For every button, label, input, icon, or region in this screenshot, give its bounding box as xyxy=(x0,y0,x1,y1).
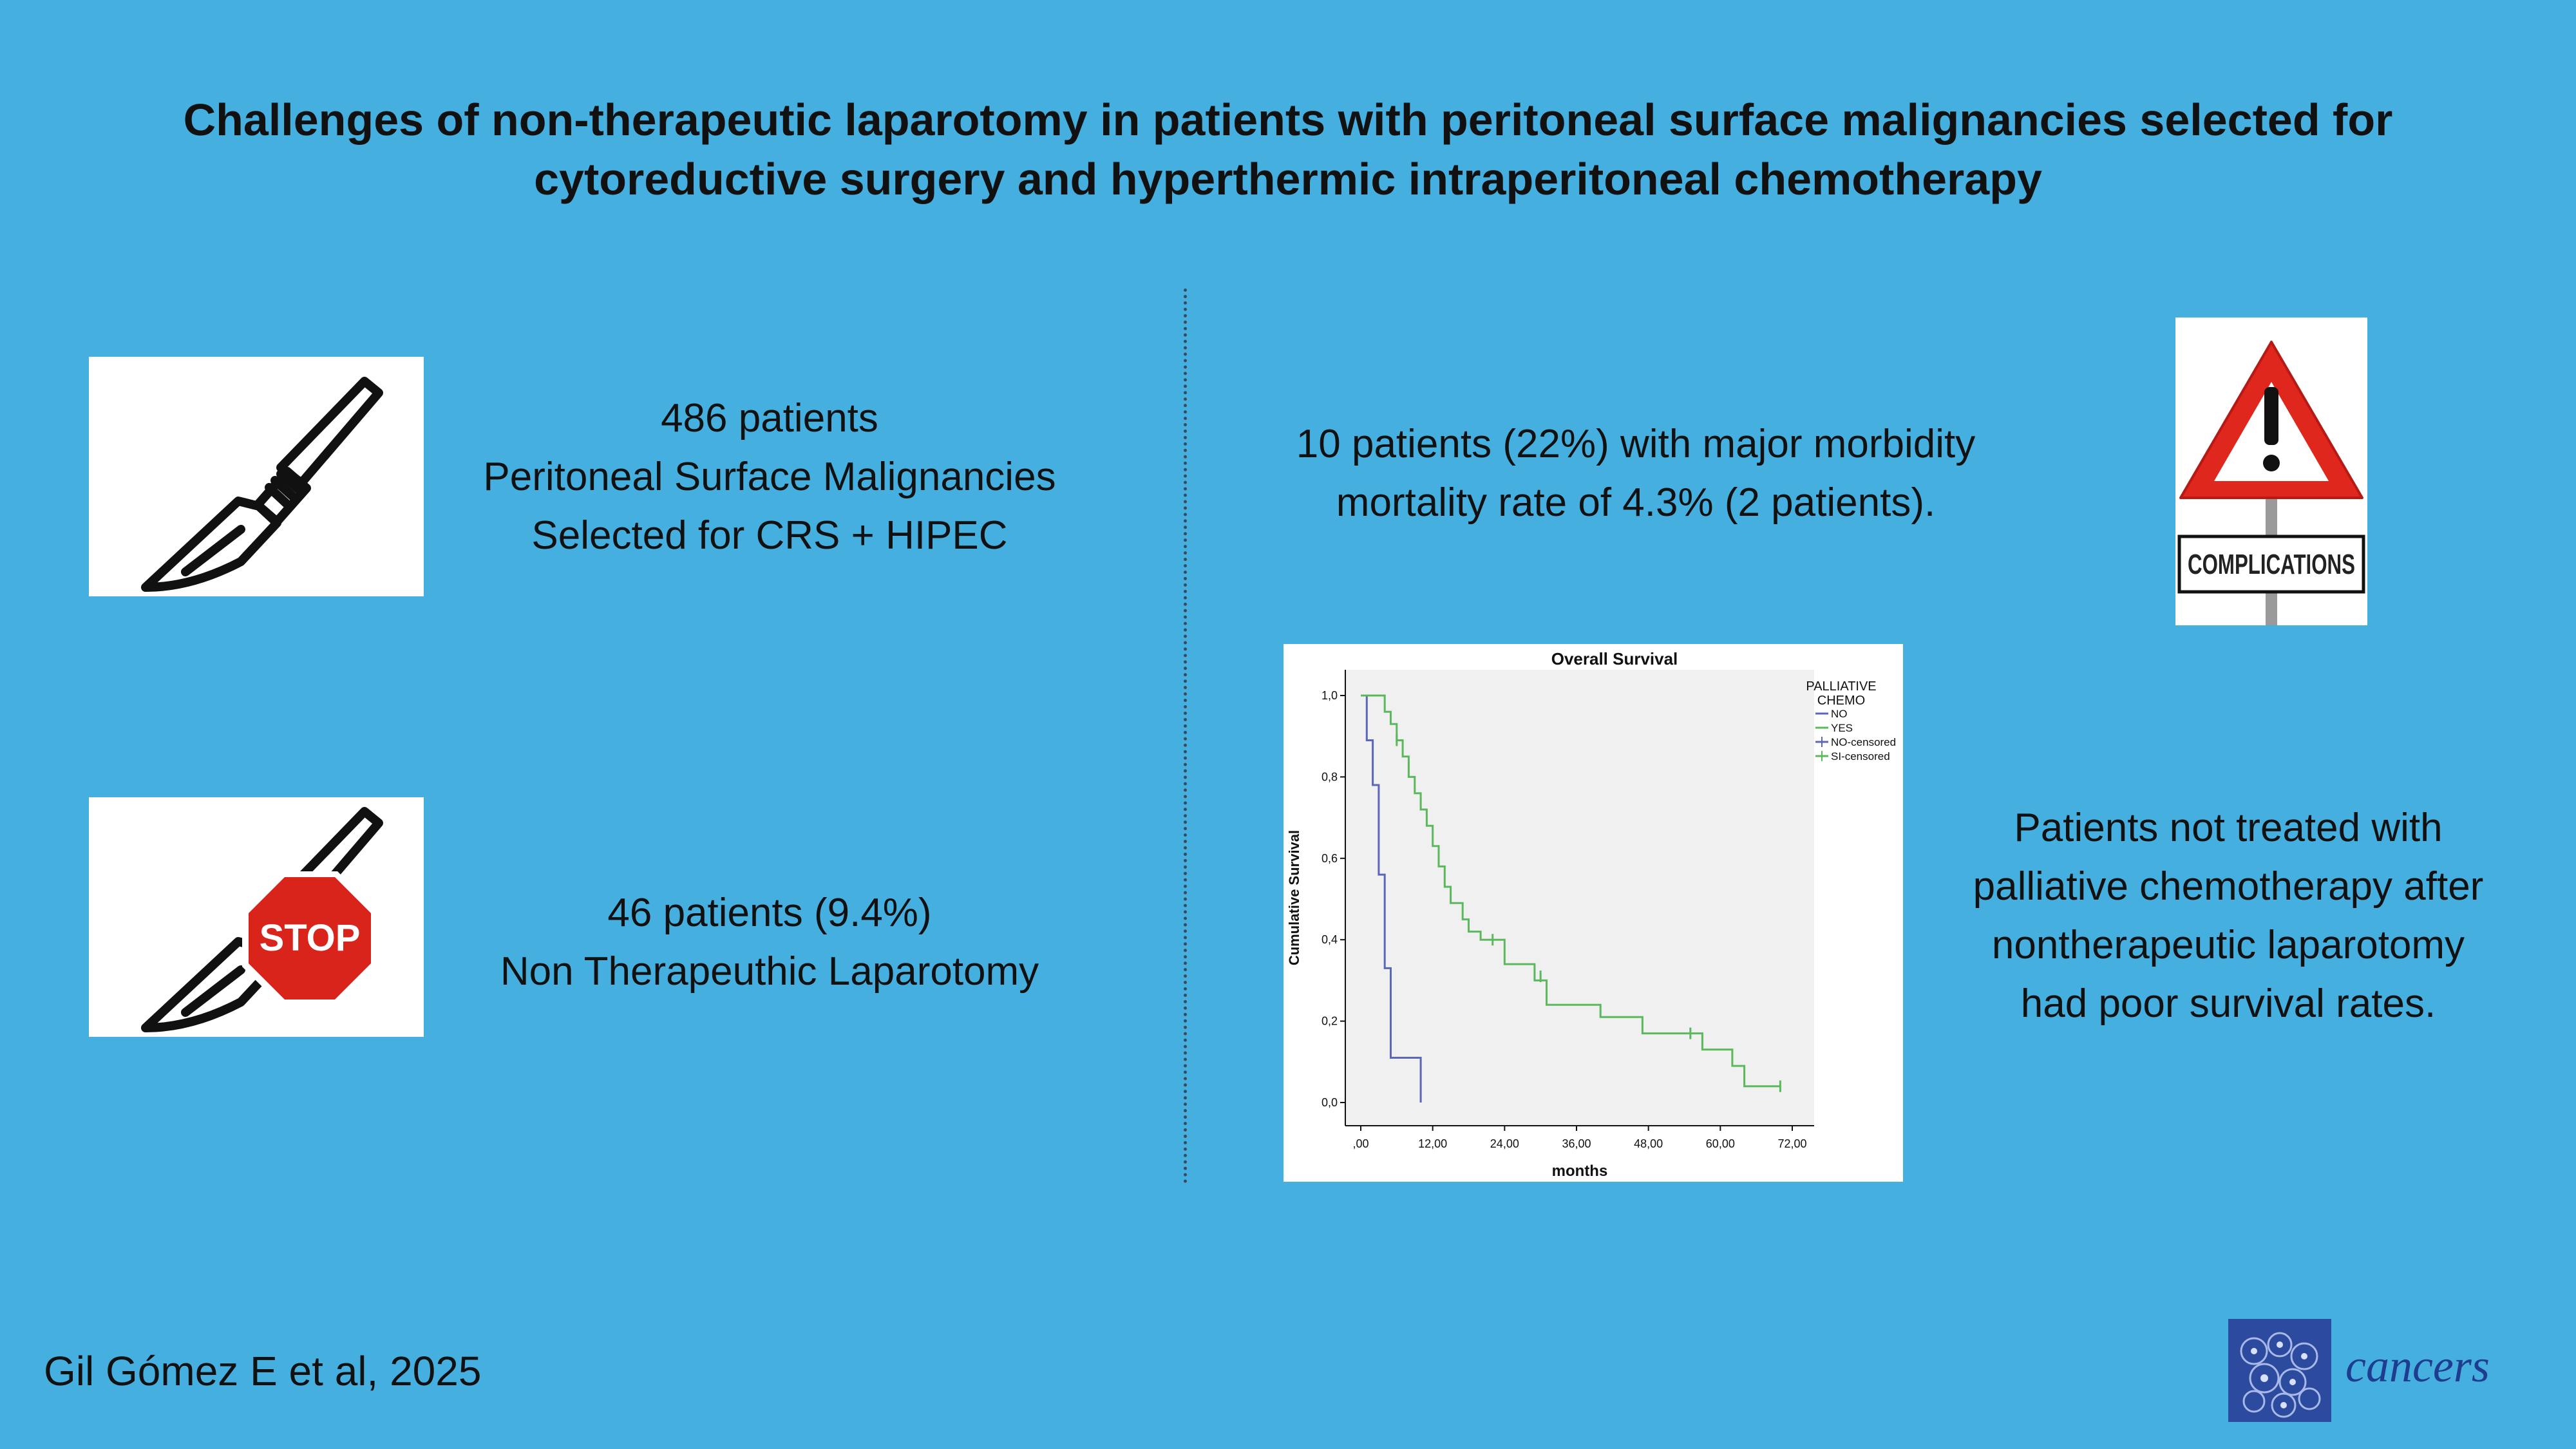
x-tick-label: 24,00 xyxy=(1490,1137,1519,1150)
patient-count-block: 486 patients Peritoneal Surface Malignan… xyxy=(412,389,1127,565)
series-line-no xyxy=(1361,694,1422,1103)
chart-legend: PALLIATIVE CHEMO NO YES NO-censored SI-cens… xyxy=(1806,679,1896,762)
morbidity-block: 10 patients (22%) with major morbidity m… xyxy=(1224,415,2048,532)
y-tick-label: 0,8 xyxy=(1321,770,1338,783)
legend-label: YES xyxy=(1831,722,1853,734)
x-tick-label: ,00 xyxy=(1352,1137,1368,1150)
y-tick-label: 0,6 xyxy=(1321,852,1338,865)
chart-title: Overall Survival xyxy=(1551,649,1678,668)
legend-title-line-1: PALLIATIVE xyxy=(1806,679,1876,694)
series-line-yes xyxy=(1361,694,1781,1088)
x-tick-label: 48,00 xyxy=(1634,1137,1663,1150)
legend-label: NO xyxy=(1831,708,1848,720)
title-line-2: cytoreductive surgery and hyperthermic i… xyxy=(534,154,2042,204)
conclusion-line-1: Patients not treated with xyxy=(2014,806,2443,850)
plot-area xyxy=(1345,670,1814,1126)
complications-label: COMPLICATIONS xyxy=(2188,549,2355,580)
y-tick-label: 0,4 xyxy=(1321,933,1338,946)
journal-logo xyxy=(2228,1319,2331,1422)
legend-label: SI-censored xyxy=(1831,750,1890,762)
selection: Selected for CRS + HIPEC xyxy=(531,513,1008,558)
x-tick-label: 36,00 xyxy=(1562,1137,1591,1150)
y-tick-label: 0,2 xyxy=(1321,1015,1338,1028)
legend-title-line-2: CHEMO xyxy=(1817,694,1865,708)
stop-sign-label: STOP xyxy=(260,917,361,959)
conclusion-line-3: nontherapeutic laparotomy xyxy=(1991,923,2465,967)
citation: Gil Gómez E et al, 2025 xyxy=(44,1348,482,1394)
x-tick-label: 60,00 xyxy=(1706,1137,1735,1150)
legend-label: NO-censored xyxy=(1831,736,1896,748)
title-line-1: Challenges of non-therapeutic laparotomy… xyxy=(183,95,2393,145)
nontherapeutic-block: 46 patients (9.4%) Non Therapeuthic Lapa… xyxy=(412,884,1127,1001)
conclusion-line-2: palliative chemotherapy after xyxy=(1973,864,2484,909)
x-tick-label: 72,00 xyxy=(1777,1137,1806,1150)
patient-count: 486 patients xyxy=(661,396,878,440)
chart-axes xyxy=(1345,670,1814,1126)
mortality-text: mortality rate of 4.3% (2 patients). xyxy=(1336,480,1936,525)
chart-series xyxy=(1361,694,1781,1103)
scalpel-icon xyxy=(141,377,383,592)
survival-chart: Overall Survival months Cumulative Survi… xyxy=(1283,644,1903,1182)
nontherapeutic-label: Non Therapeuthic Laparotomy xyxy=(500,949,1039,994)
diagnosis: Peritoneal Surface Malignancies xyxy=(483,455,1056,499)
warning-icon xyxy=(2179,341,2363,499)
x-axis-label: months xyxy=(1552,1162,1608,1180)
journal-name: cancers xyxy=(2345,1340,2490,1392)
vertical-divider xyxy=(1184,289,1187,1184)
nontherapeutic-count: 46 patients (9.4%) xyxy=(607,891,932,935)
conclusion-line-4: had poor survival rates. xyxy=(2020,981,2436,1026)
x-tick-label: 12,00 xyxy=(1418,1137,1447,1150)
scalpel-image xyxy=(89,357,424,596)
complications-image: COMPLICATIONS xyxy=(2175,317,2367,625)
survival-conclusion-block: Patients not treated with palliative che… xyxy=(1906,799,2550,1033)
stop-sign-icon xyxy=(242,871,377,1007)
cells-icon xyxy=(2240,1332,2321,1418)
y-tick-label: 0,0 xyxy=(1321,1096,1338,1109)
chart-ticks: ,00 12,00 24,00 36,00 48,00 60,00 72,00 0,0 0,2 0… xyxy=(1321,689,1807,1150)
scalpel-stop-image: STOP xyxy=(89,797,424,1037)
morbidity-text: 10 patients (22%) with major morbidity xyxy=(1296,422,1976,466)
survival-chart-svg: Overall Survival months Cumulative Survi… xyxy=(1286,649,1896,1180)
y-axis-label: Cumulative Survival xyxy=(1286,830,1302,965)
complications-plate xyxy=(2177,535,2365,594)
y-tick-label: 1,0 xyxy=(1321,689,1338,702)
page-title: Challenges of non-therapeutic laparotomy… xyxy=(97,90,2479,209)
